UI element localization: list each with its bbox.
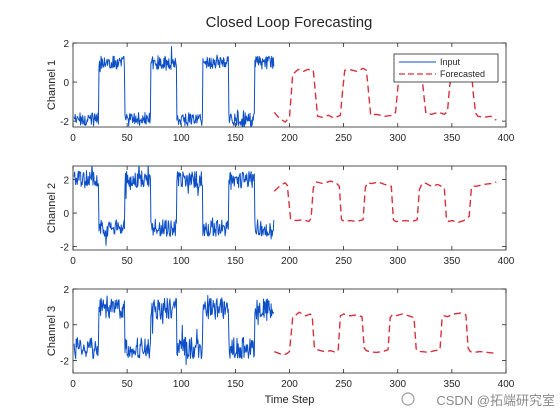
series-line-input (73, 295, 275, 366)
y-axis-label: Channel 1 (46, 60, 58, 110)
x-tick-label: 400 (498, 133, 515, 144)
series-line-input (73, 166, 275, 246)
x-tick-label: 150 (227, 133, 244, 144)
watermark: CSDN @拓端研究室 (401, 392, 555, 408)
x-tick-label: 150 (227, 379, 244, 390)
legend-forecasted-label: Forecasted (440, 69, 485, 79)
x-tick-label: 250 (335, 133, 352, 144)
legend: Input Forecasted (393, 53, 499, 83)
x-tick-label: 0 (70, 379, 76, 390)
x-tick-label: 400 (498, 256, 515, 267)
x-tick-label: 100 (173, 379, 190, 390)
x-tick-label: 200 (281, 256, 298, 267)
legend-box (393, 53, 499, 83)
y-tick-label: 0 (63, 78, 69, 89)
x-tick-label: 200 (281, 133, 298, 144)
y-tick-label: 2 (63, 175, 69, 186)
x-tick-label: 250 (335, 379, 352, 390)
x-tick-label: 300 (389, 256, 406, 267)
y-tick-label: -2 (60, 117, 69, 128)
y-tick-label: 0 (63, 321, 69, 332)
y-tick-label: 2 (63, 285, 69, 296)
x-tick-label: 300 (389, 379, 406, 390)
y-tick-label: -2 (60, 243, 69, 254)
series-line-input (73, 46, 275, 127)
panel-channel-3: 0 50 100 150 200 250 300 350 400 -2 0 2 Channel 3 (46, 285, 515, 390)
x-tick-label: 300 (389, 133, 406, 144)
x-tick-label: 100 (173, 133, 190, 144)
x-tick-label: 50 (122, 133, 134, 144)
series-line-forecasted (273, 67, 497, 123)
series-line-forecasted (274, 311, 496, 356)
x-tick-label: 200 (281, 379, 298, 390)
x-tick-label: 50 (122, 379, 134, 390)
x-tick-label: 0 (70, 133, 76, 144)
y-tick-label: 0 (63, 209, 69, 220)
watermark-text: CSDN @拓端研究室 (436, 393, 555, 408)
x-tick-label: 400 (498, 379, 515, 390)
x-axis-label: Time Step (265, 394, 315, 406)
plot-area (72, 288, 507, 374)
y-axis-label: Channel 3 (46, 306, 58, 356)
x-tick-label: 0 (70, 256, 76, 267)
y-tick-label: 2 (63, 39, 69, 50)
legend-input-label: Input (440, 57, 461, 67)
series-line-forecasted (273, 180, 497, 223)
watermark-logo-icon (401, 392, 415, 406)
x-tick-label: 350 (444, 256, 461, 267)
x-tick-label: 100 (173, 256, 190, 267)
chart-title: Closed Loop Forecasting (206, 14, 373, 31)
y-axis-label: Channel 2 (46, 183, 58, 233)
x-tick-label: 350 (444, 133, 461, 144)
x-tick-label: 250 (335, 256, 352, 267)
x-tick-label: 350 (444, 379, 461, 390)
y-tick-label: -2 (60, 356, 69, 367)
x-tick-label: 150 (227, 256, 244, 267)
x-tick-label: 50 (122, 256, 134, 267)
